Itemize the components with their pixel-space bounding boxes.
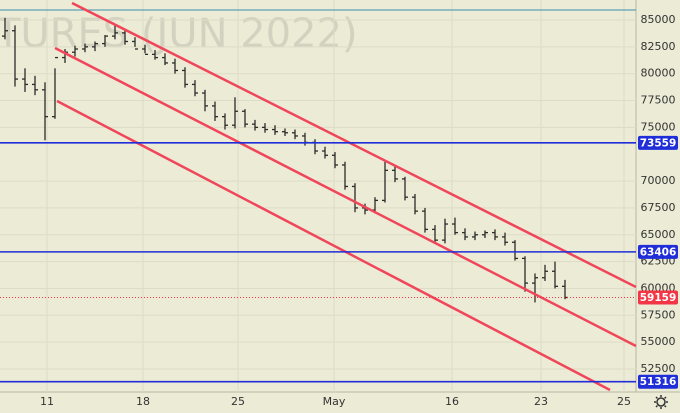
y-tick-label: 70000 [641,174,676,187]
y-tick-label: 85000 [641,13,676,26]
y-tick-label: 55000 [641,335,676,348]
x-tick-label: 23 [534,395,548,408]
y-tick-label: 82500 [641,40,676,53]
x-tick-label: 11 [40,395,54,408]
watermark: TURES (JUN 2022) [0,11,358,57]
x-tick-label: 16 [445,395,459,408]
y-tick-label: 52500 [641,362,676,375]
level-label-bg [638,374,678,389]
level-label: 51316 [640,376,677,388]
settings-icon[interactable] [654,395,668,409]
level-label-bg [638,244,678,259]
level-label: 73559 [640,137,677,149]
x-tick-label: 25 [231,395,245,408]
trend-line [56,99,611,392]
trend-line [71,1,637,289]
gear[interactable] [656,397,666,407]
y-tick-label: 75000 [641,120,676,133]
y-tick-label: 57500 [641,308,676,321]
x-tick-label: 18 [136,395,150,408]
level-label: 59159 [640,292,677,304]
x-tick-label: May [323,395,346,408]
y-tick-label: 65000 [641,228,676,241]
gear-teeth[interactable] [654,395,668,409]
trend-line [54,46,637,348]
level-label-bg [638,135,678,150]
level-label: 63406 [640,246,677,258]
y-tick-label: 77500 [641,94,676,107]
level-label-bg [638,290,678,305]
x-tick-label: 25 [617,395,631,408]
y-tick-label: 80000 [641,67,676,80]
y-tick-label: 67500 [641,201,676,214]
